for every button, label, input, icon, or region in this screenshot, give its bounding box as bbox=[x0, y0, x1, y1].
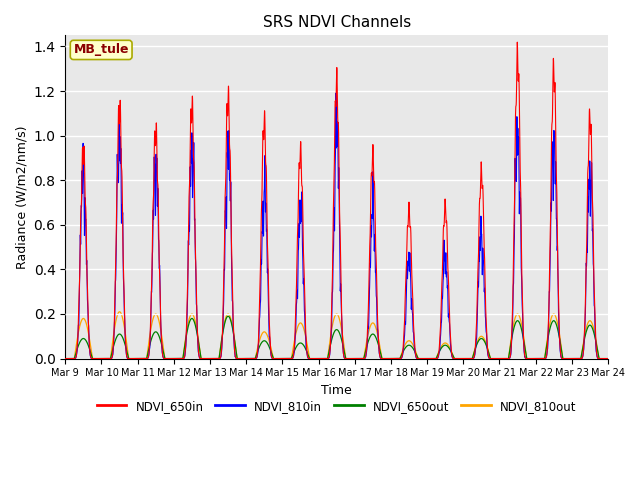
Title: SRS NDVI Channels: SRS NDVI Channels bbox=[262, 15, 411, 30]
Legend: NDVI_650in, NDVI_810in, NDVI_650out, NDVI_810out: NDVI_650in, NDVI_810in, NDVI_650out, NDV… bbox=[92, 395, 582, 417]
Y-axis label: Radiance (W/m2/nm/s): Radiance (W/m2/nm/s) bbox=[15, 125, 28, 269]
X-axis label: Time: Time bbox=[321, 384, 352, 397]
Text: MB_tule: MB_tule bbox=[74, 43, 129, 57]
